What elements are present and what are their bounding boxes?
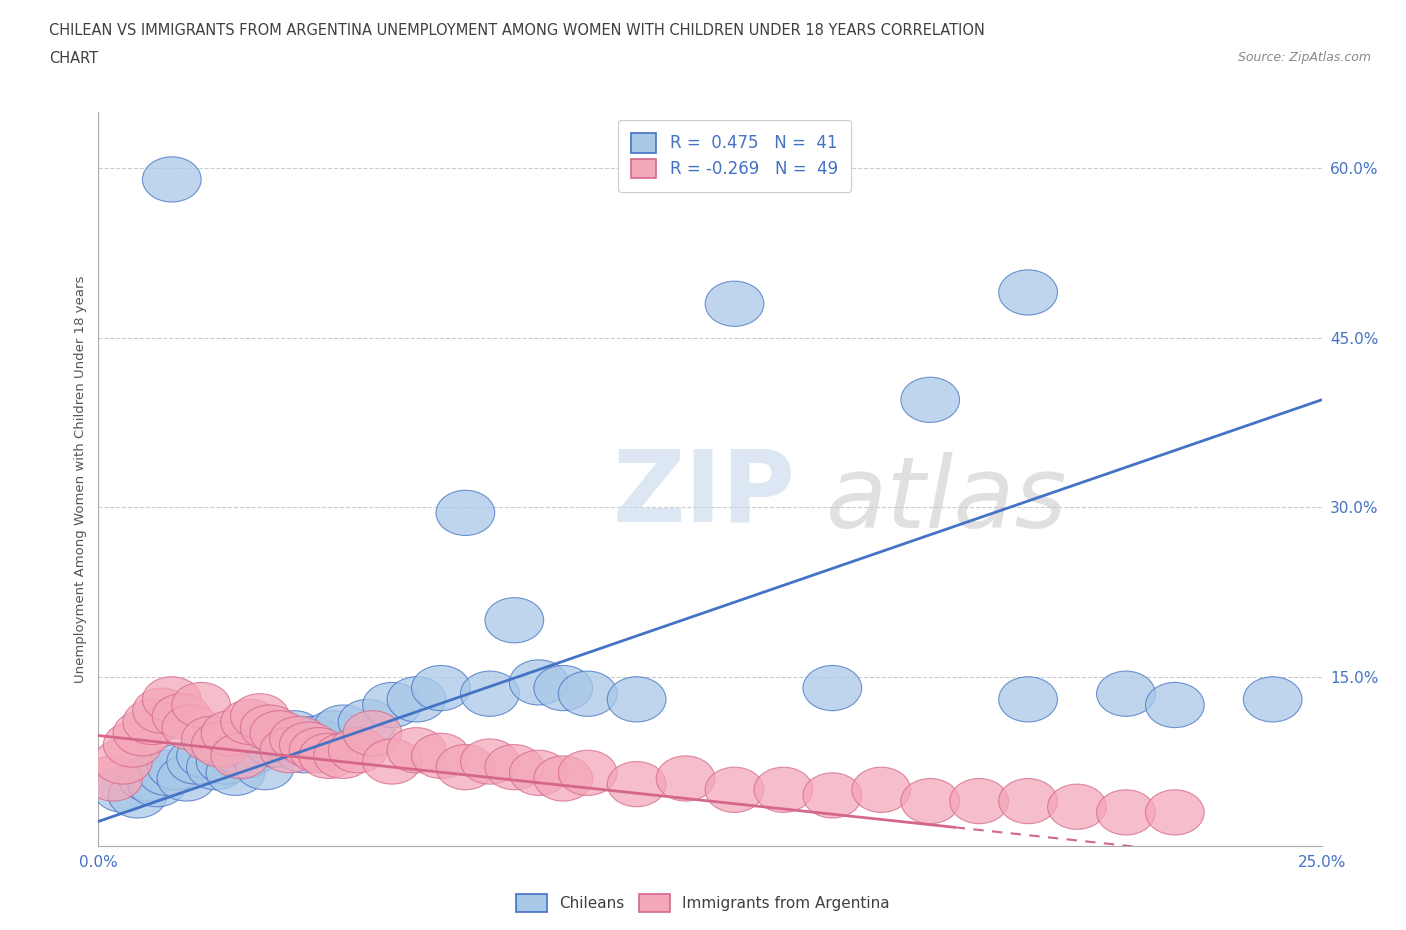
Ellipse shape [94,739,152,784]
Ellipse shape [167,739,225,784]
Ellipse shape [162,705,221,751]
Ellipse shape [201,711,260,756]
Ellipse shape [1243,677,1302,722]
Ellipse shape [339,699,396,745]
Ellipse shape [998,270,1057,315]
Ellipse shape [235,745,294,790]
Ellipse shape [461,671,519,716]
Ellipse shape [280,722,339,767]
Ellipse shape [607,762,666,806]
Ellipse shape [177,733,235,778]
Ellipse shape [901,778,959,824]
Ellipse shape [112,711,172,756]
Ellipse shape [84,756,142,801]
Ellipse shape [172,683,231,727]
Ellipse shape [706,281,763,326]
Ellipse shape [207,751,264,795]
Ellipse shape [329,727,387,773]
Ellipse shape [132,688,191,733]
Ellipse shape [240,705,299,751]
Ellipse shape [274,727,333,773]
Ellipse shape [485,745,544,790]
Ellipse shape [142,677,201,722]
Text: ZIP: ZIP [612,445,794,542]
Ellipse shape [221,699,280,745]
Ellipse shape [706,767,763,813]
Ellipse shape [436,490,495,536]
Ellipse shape [108,773,167,818]
Legend: Chileans, Immigrants from Argentina: Chileans, Immigrants from Argentina [510,888,896,918]
Ellipse shape [387,677,446,722]
Ellipse shape [148,745,207,790]
Text: CHART: CHART [49,51,98,66]
Ellipse shape [211,733,270,778]
Ellipse shape [294,722,353,767]
Ellipse shape [1146,790,1204,835]
Ellipse shape [1097,790,1156,835]
Ellipse shape [103,722,162,767]
Ellipse shape [1146,683,1204,727]
Ellipse shape [1097,671,1156,716]
Ellipse shape [304,711,363,756]
Ellipse shape [803,773,862,818]
Ellipse shape [558,751,617,795]
Ellipse shape [387,727,446,773]
Y-axis label: Unemployment Among Women with Children Under 18 years: Unemployment Among Women with Children U… [75,275,87,683]
Ellipse shape [254,716,314,762]
Ellipse shape [118,756,177,801]
Legend: R =  0.475   N =  41, R = -0.269   N =  49: R = 0.475 N = 41, R = -0.269 N = 49 [617,120,851,192]
Ellipse shape [803,666,862,711]
Ellipse shape [197,739,254,784]
Ellipse shape [485,598,544,643]
Ellipse shape [412,733,470,778]
Text: Source: ZipAtlas.com: Source: ZipAtlas.com [1237,51,1371,64]
Ellipse shape [245,722,304,767]
Text: CHILEAN VS IMMIGRANTS FROM ARGENTINA UNEMPLOYMENT AMONG WOMEN WITH CHILDREN UNDE: CHILEAN VS IMMIGRANTS FROM ARGENTINA UNE… [49,23,986,38]
Ellipse shape [264,711,323,756]
Ellipse shape [290,727,347,773]
Ellipse shape [436,745,495,790]
Ellipse shape [534,666,592,711]
Ellipse shape [901,378,959,422]
Ellipse shape [94,767,152,813]
Ellipse shape [142,157,201,202]
Ellipse shape [754,767,813,813]
Ellipse shape [509,751,568,795]
Ellipse shape [225,727,284,773]
Ellipse shape [217,733,274,778]
Ellipse shape [343,711,402,756]
Ellipse shape [284,716,343,762]
Ellipse shape [363,739,422,784]
Ellipse shape [657,756,714,801]
Ellipse shape [231,694,290,739]
Ellipse shape [461,739,519,784]
Ellipse shape [187,745,245,790]
Ellipse shape [122,699,181,745]
Ellipse shape [138,751,197,795]
Ellipse shape [558,671,617,716]
Ellipse shape [363,683,422,727]
Ellipse shape [260,727,319,773]
Ellipse shape [534,756,592,801]
Ellipse shape [314,705,373,751]
Ellipse shape [998,778,1057,824]
Ellipse shape [157,756,217,801]
Ellipse shape [607,677,666,722]
Ellipse shape [181,716,240,762]
Ellipse shape [314,733,373,778]
Ellipse shape [152,694,211,739]
Ellipse shape [128,762,187,806]
Ellipse shape [250,711,309,756]
Ellipse shape [852,767,911,813]
Ellipse shape [1047,784,1107,830]
Text: atlas: atlas [827,453,1069,550]
Ellipse shape [998,677,1057,722]
Ellipse shape [299,733,357,778]
Ellipse shape [509,659,568,705]
Ellipse shape [191,722,250,767]
Ellipse shape [412,666,470,711]
Ellipse shape [950,778,1008,824]
Ellipse shape [270,716,329,762]
